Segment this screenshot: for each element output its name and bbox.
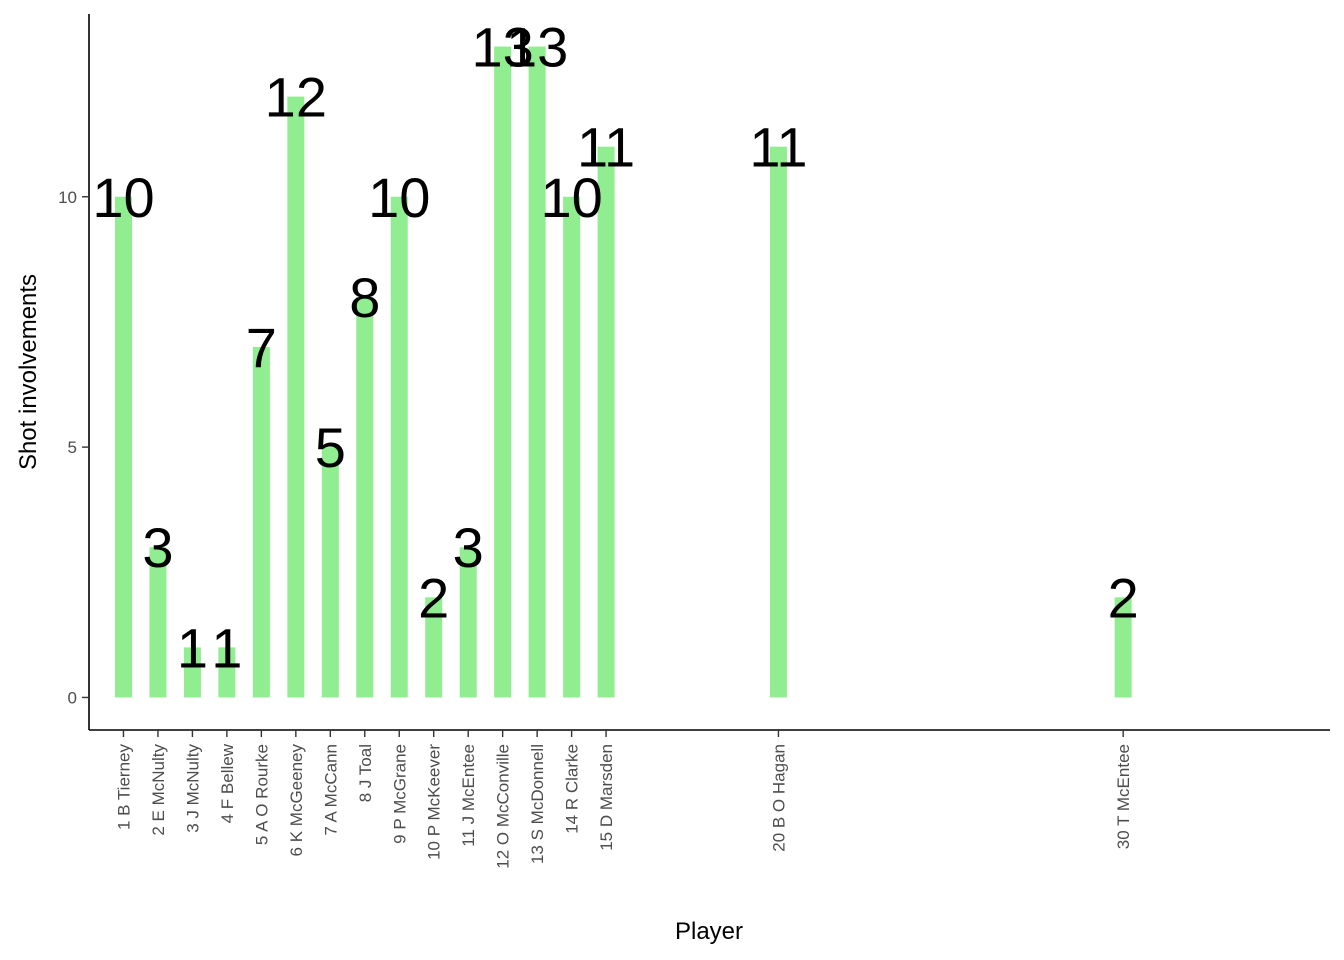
x-tick-label-17: 30 T McEntee xyxy=(1114,744,1133,849)
bars-layer xyxy=(114,46,1132,698)
x-tick-label-4: 4 F Bellew xyxy=(218,743,237,823)
x-tick-label-7: 7 A McCann xyxy=(321,744,340,836)
x-tick-label-10: 10 P McKeever xyxy=(425,744,444,860)
bar-9 xyxy=(390,196,408,698)
data-label-9: 10 xyxy=(368,166,430,229)
data-label-15: 11 xyxy=(577,116,635,179)
bar-7 xyxy=(321,447,339,698)
x-tick-label-13: 13 S McDonnell xyxy=(528,744,547,864)
bar-8 xyxy=(356,296,374,698)
data-label-1: 10 xyxy=(92,166,154,229)
bar-2 xyxy=(149,547,167,698)
bar-4 xyxy=(218,647,236,698)
x-tick-label-2: 2 E McNulty xyxy=(149,744,168,836)
data-label-10: 2 xyxy=(418,566,449,629)
y-tick-label-0: 0 xyxy=(68,688,77,707)
data-label-2: 3 xyxy=(142,516,173,579)
bar-6 xyxy=(287,96,305,698)
x-tick-label-6: 6 K McGeeney xyxy=(287,744,306,857)
x-ticks-layer: 1 B Tierney 2 E McNulty 3 J McNulty 4 F Bel… xyxy=(114,730,1133,869)
x-tick-label-1: 1 B Tierney xyxy=(114,744,133,830)
x-tick-label-8: 8 J Toal xyxy=(356,744,375,802)
data-label-8: 8 xyxy=(349,266,380,329)
bar-14 xyxy=(563,196,581,698)
data-label-13: 13 xyxy=(506,16,568,79)
data-label-17: 2 xyxy=(1108,566,1139,629)
bar-16 xyxy=(769,146,787,698)
x-tick-label-9: 9 P McGrane xyxy=(390,744,409,844)
data-label-11: 3 xyxy=(453,516,484,579)
y-tick-label-10: 10 xyxy=(58,188,77,207)
bar-5 xyxy=(252,346,270,698)
x-tick-label-3: 3 J McNulty xyxy=(183,744,202,833)
data-label-4: 1 xyxy=(211,616,242,679)
y-axis-title: Shot involvements xyxy=(15,274,42,470)
bar-10 xyxy=(425,597,443,698)
bar-11 xyxy=(459,547,477,698)
x-tick-label-15: 15 D Marsden xyxy=(597,744,616,851)
data-label-14: 10 xyxy=(540,166,602,229)
bar-12 xyxy=(494,46,512,698)
y-ticks-layer: 0 5 10 xyxy=(58,188,89,707)
bar-3 xyxy=(183,647,201,698)
x-tick-label-14: 14 R Clarke xyxy=(563,744,582,834)
x-tick-label-5: 5 A O Rourke xyxy=(252,744,271,845)
x-axis-title: Player xyxy=(675,918,743,945)
data-label-12: 13 xyxy=(472,16,534,79)
x-tick-label-12: 12 O McConville xyxy=(494,744,513,869)
x-tick-label-16: 20 B O Hagan xyxy=(769,744,788,852)
data-label-5: 7 xyxy=(246,316,277,379)
bar-1 xyxy=(114,196,132,698)
x-tick-label-11: 11 J McEntee xyxy=(459,744,478,847)
bar-13 xyxy=(528,46,546,698)
bar-17 xyxy=(1114,597,1132,698)
y-tick-label-5: 5 xyxy=(68,438,77,457)
data-label-16: 11 xyxy=(749,116,807,179)
data-label-7: 5 xyxy=(315,416,346,479)
bar-15 xyxy=(597,146,615,698)
data-label-6: 12 xyxy=(265,66,327,129)
data-label-3: 1 xyxy=(177,616,208,679)
